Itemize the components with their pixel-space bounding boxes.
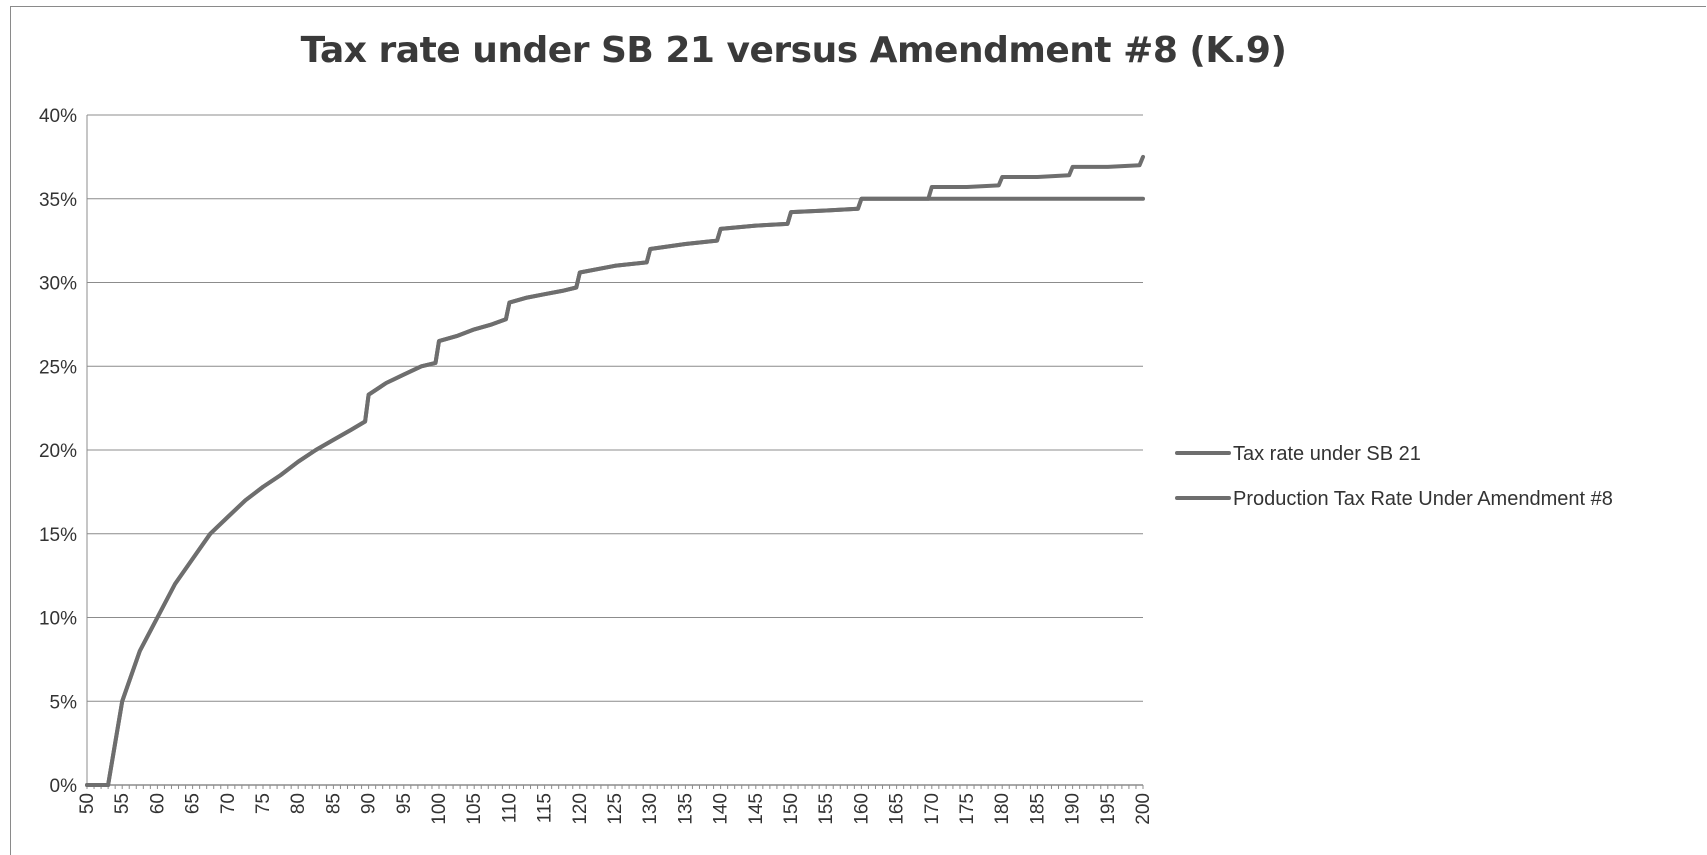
legend: Tax rate under SB 21 Production Tax Rate … <box>1175 443 1613 510</box>
gridlines <box>87 114 1143 702</box>
x-tick-label: 190 <box>1063 793 1084 825</box>
y-axis-ticks: 0% 5% 10% 15% 20% 25% 30% 35% 40% <box>39 106 77 797</box>
x-tick-label: 155 <box>816 793 837 825</box>
y-tick-label: 30% <box>39 274 77 295</box>
x-tick-label: 120 <box>570 793 591 825</box>
series-line-1 <box>85 154 1145 787</box>
x-tick-label: 65 <box>183 793 204 814</box>
series-line-2 <box>85 196 1145 787</box>
x-tick-label: 135 <box>675 793 696 825</box>
legend-label: Tax rate under SB 21 <box>1233 443 1421 465</box>
x-tick-label: 170 <box>922 793 943 825</box>
x-tick-label: 130 <box>640 793 661 825</box>
x-tick-label: 50 <box>77 793 98 814</box>
x-tick-label: 75 <box>253 793 274 814</box>
x-tick-label: 80 <box>288 793 309 814</box>
axes <box>86 115 1144 789</box>
x-tick-label: 115 <box>535 793 556 823</box>
x-tick-label: 200 <box>1133 793 1154 825</box>
chart-title: Tax rate under SB 21 versus Amendment #8… <box>300 30 1287 71</box>
x-tick-label: 145 <box>746 793 767 825</box>
x-tick-label: 185 <box>1027 793 1048 825</box>
x-tick-label: 175 <box>957 793 978 825</box>
x-tick-label: 150 <box>781 793 802 825</box>
x-axis-ticks: 50 55 60 65 70 75 80 85 90 95 100 105 110 115 120 125 13… <box>77 793 1154 825</box>
y-tick-label: 10% <box>39 609 77 630</box>
y-tick-label: 40% <box>39 106 77 127</box>
x-tick-label: 110 <box>499 793 520 823</box>
x-tick-label: 125 <box>605 793 626 825</box>
x-tick-label: 85 <box>323 793 344 814</box>
x-tick-label: 105 <box>464 793 485 825</box>
legend-label: Production Tax Rate Under Amendment #8 <box>1233 488 1613 510</box>
chart-frame <box>10 6 1706 855</box>
x-tick-label: 90 <box>359 793 380 814</box>
y-tick-label: 15% <box>39 525 77 546</box>
x-tick-label: 60 <box>147 793 168 814</box>
x-tick-label: 160 <box>851 793 872 825</box>
y-tick-label: 25% <box>39 357 77 378</box>
y-tick-label: 20% <box>39 441 77 462</box>
x-tick-label: 165 <box>887 793 908 825</box>
x-tick-label: 70 <box>218 793 239 814</box>
x-tick-label: 140 <box>711 793 732 825</box>
x-tick-label: 180 <box>992 793 1013 825</box>
series-lines <box>85 154 1145 787</box>
x-tick-label: 95 <box>394 793 415 814</box>
x-tick-label: 195 <box>1098 793 1119 825</box>
y-tick-label: 5% <box>50 692 78 713</box>
y-tick-label: 35% <box>39 190 77 211</box>
x-tick-label: 55 <box>112 793 133 814</box>
y-tick-label: 0% <box>50 776 78 797</box>
x-tick-label: 100 <box>429 793 450 825</box>
